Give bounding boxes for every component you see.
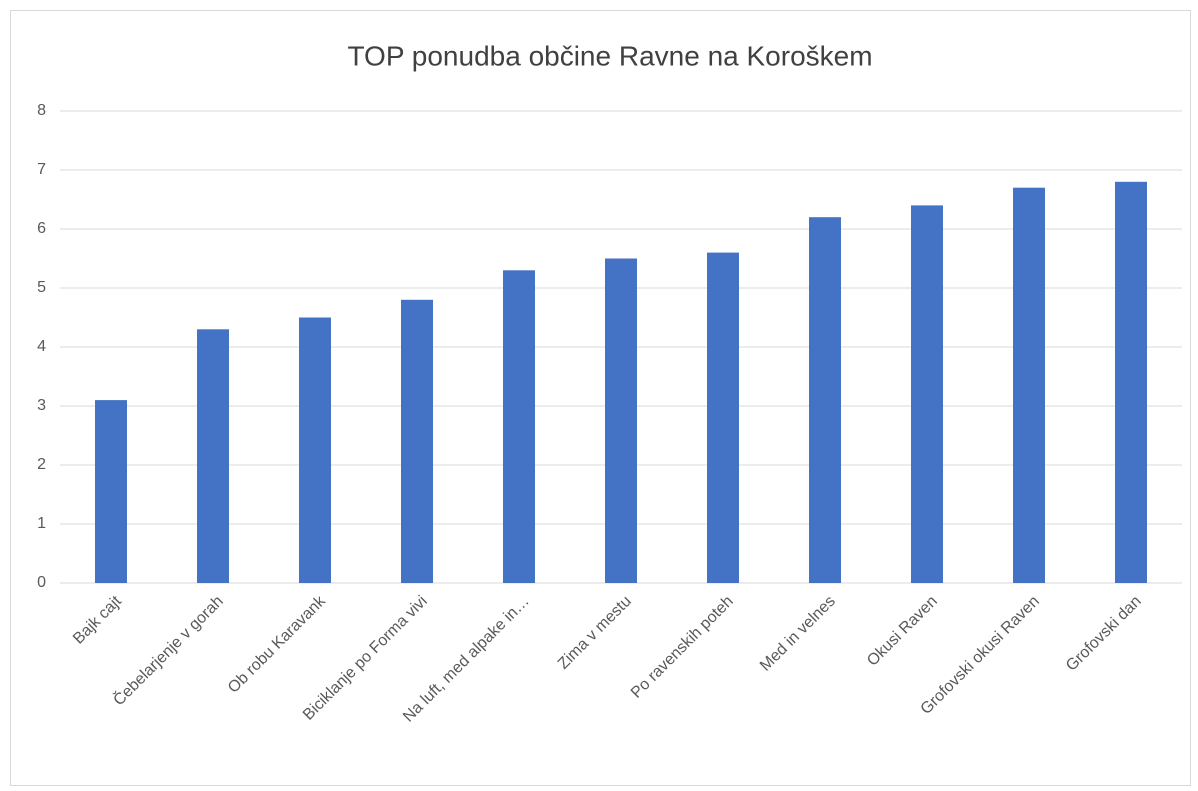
bar (809, 217, 841, 583)
y-tick-label: 7 (37, 161, 46, 178)
bar (1115, 181, 1147, 584)
y-tick-label: 6 (37, 220, 46, 237)
bar (1013, 187, 1045, 583)
bar (299, 317, 331, 583)
y-tick-label: 8 (37, 102, 46, 119)
bar (707, 252, 739, 583)
y-tick-label: 2 (37, 456, 46, 473)
bar (503, 270, 535, 583)
bar (197, 329, 229, 583)
bar (911, 205, 943, 583)
y-tick-label: 5 (37, 279, 46, 296)
y-tick-label: 4 (37, 338, 46, 355)
bar (605, 258, 637, 583)
y-tick-label: 3 (37, 397, 46, 414)
bar (95, 400, 127, 583)
chart-title: TOP ponudba občine Ravne na Koroškem (347, 40, 872, 71)
y-tick-label: 0 (37, 574, 46, 591)
bar (401, 299, 433, 583)
y-tick-label: 1 (37, 515, 46, 532)
